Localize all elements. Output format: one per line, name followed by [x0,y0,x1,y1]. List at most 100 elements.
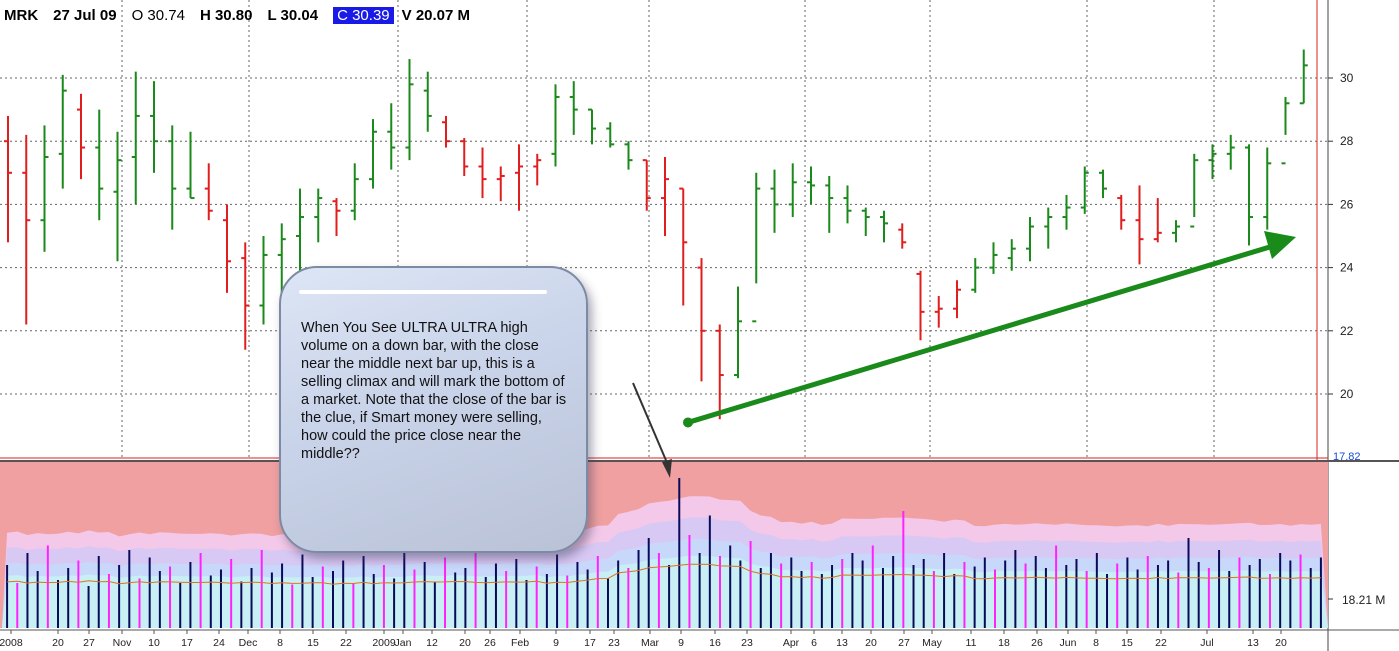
date-tick-label: 2009 [372,637,396,649]
price-tick-label: 28 [1340,134,1354,148]
price-bar [734,286,742,379]
pointer-arrow-head [662,459,672,478]
price-tick-label: 22 [1340,324,1354,338]
date-tick-label: Jun [1060,637,1077,649]
price-bar [332,198,341,236]
date-tick-label: 8 [1093,637,1099,649]
date-tick-label: Jul [1200,637,1213,649]
price-bar [1263,147,1272,230]
volume-moving-average [7,563,1321,585]
price-bar [989,242,998,274]
date-tick-label: 20 [52,637,64,649]
price-bar [1281,96,1290,165]
price-bar [843,185,852,224]
price-bar [150,81,158,173]
price-bar [442,115,450,148]
date-tick-label: Dec [239,637,258,649]
price-bar [1062,194,1071,230]
date-tick-label: 23 [608,637,620,649]
date-tick-label: 18 [998,637,1010,649]
price-bar [186,131,195,200]
price-bar [1044,207,1053,249]
trend-arrow-head [1264,231,1296,259]
price-bar [77,93,85,180]
date-tick-label: 15 [307,637,319,649]
date-tick-label: 20 [1275,637,1287,649]
date-tick-label: 9 [553,637,559,649]
price-bar [788,163,797,218]
price-bar [569,81,578,135]
date-tick-label: 23 [741,637,753,649]
price-bar [898,223,907,249]
date-tick-label: 24 [213,637,225,649]
date-tick-label: Feb [511,637,529,649]
price-bar [204,163,213,221]
grid-lines [0,0,1328,458]
price-bar [1080,166,1089,214]
date-tick-label: 22 [340,637,352,649]
price-bar [22,134,31,325]
price-bars [4,49,1308,420]
callout-highlight [299,290,547,294]
date-tick-label: 20 [459,637,471,649]
price-bar [478,147,487,199]
price-bar [1299,49,1308,105]
price-bar [113,131,122,262]
open-value: O 30.74 [131,7,185,24]
price-bar [1208,144,1217,180]
date-tick-label: Mar [641,637,660,649]
price-tick-label: 30 [1340,71,1354,85]
price-bar [350,163,359,221]
price-bar [697,258,706,382]
date-tick-label: 26 [484,637,496,649]
price-bar [533,153,542,186]
price-bar [1245,144,1253,246]
price-bar [95,109,104,221]
date-tick-label: 27 [83,637,95,649]
price-bar [369,119,377,189]
date-tick-label: 16 [709,637,721,649]
price-bar [916,270,925,341]
price-bar [1226,134,1235,170]
pointer-arrow-line [632,382,669,466]
price-bar [934,296,943,328]
price-tick-label: 26 [1340,197,1354,211]
close-value: C 30.39 [333,7,394,24]
date-tick-label: 6 [811,637,817,649]
price-bar [661,157,669,236]
price-bar [1135,185,1144,265]
volume-axis-label: 18.21 M [1342,593,1385,607]
price-bar [1172,220,1180,243]
price-bar [953,280,961,319]
price-bar [588,108,596,145]
price-bar [770,169,779,233]
price-bar [880,210,888,243]
date-tick-label: 27 [898,637,910,649]
volume-panel: 18.21 M [0,462,1385,628]
price-bar [1007,239,1016,271]
price-bar [496,166,505,202]
date-tick-label: 26 [1031,637,1043,649]
price-bar [131,71,140,205]
date-tick-label: 15 [1121,637,1133,649]
volume-value: V 20.07 M [401,7,471,24]
date-label: 27 Jul 09 [53,7,117,24]
quote-header: MRK 27 Jul 09 O 30.74 H 30.80 L 30.04 C … [4,7,485,24]
date-tick-label: 10 [148,637,160,649]
low-value: L 30.04 [267,7,319,24]
price-bar [423,71,432,132]
date-tick-label: 22 [1155,637,1167,649]
price-bar [715,324,724,420]
price-bar [551,84,560,167]
trend-arrow-line [687,243,1273,425]
price-bar [259,236,268,325]
price-bar [168,125,177,230]
price-bar [642,159,651,211]
price-bar [861,207,870,236]
annotation-text: When You See ULTRA ULTRA high volume on … [301,320,567,462]
date-tick-label: 20 [865,637,877,649]
price-bar [971,258,980,293]
date-tick-label: 13 [836,637,848,649]
